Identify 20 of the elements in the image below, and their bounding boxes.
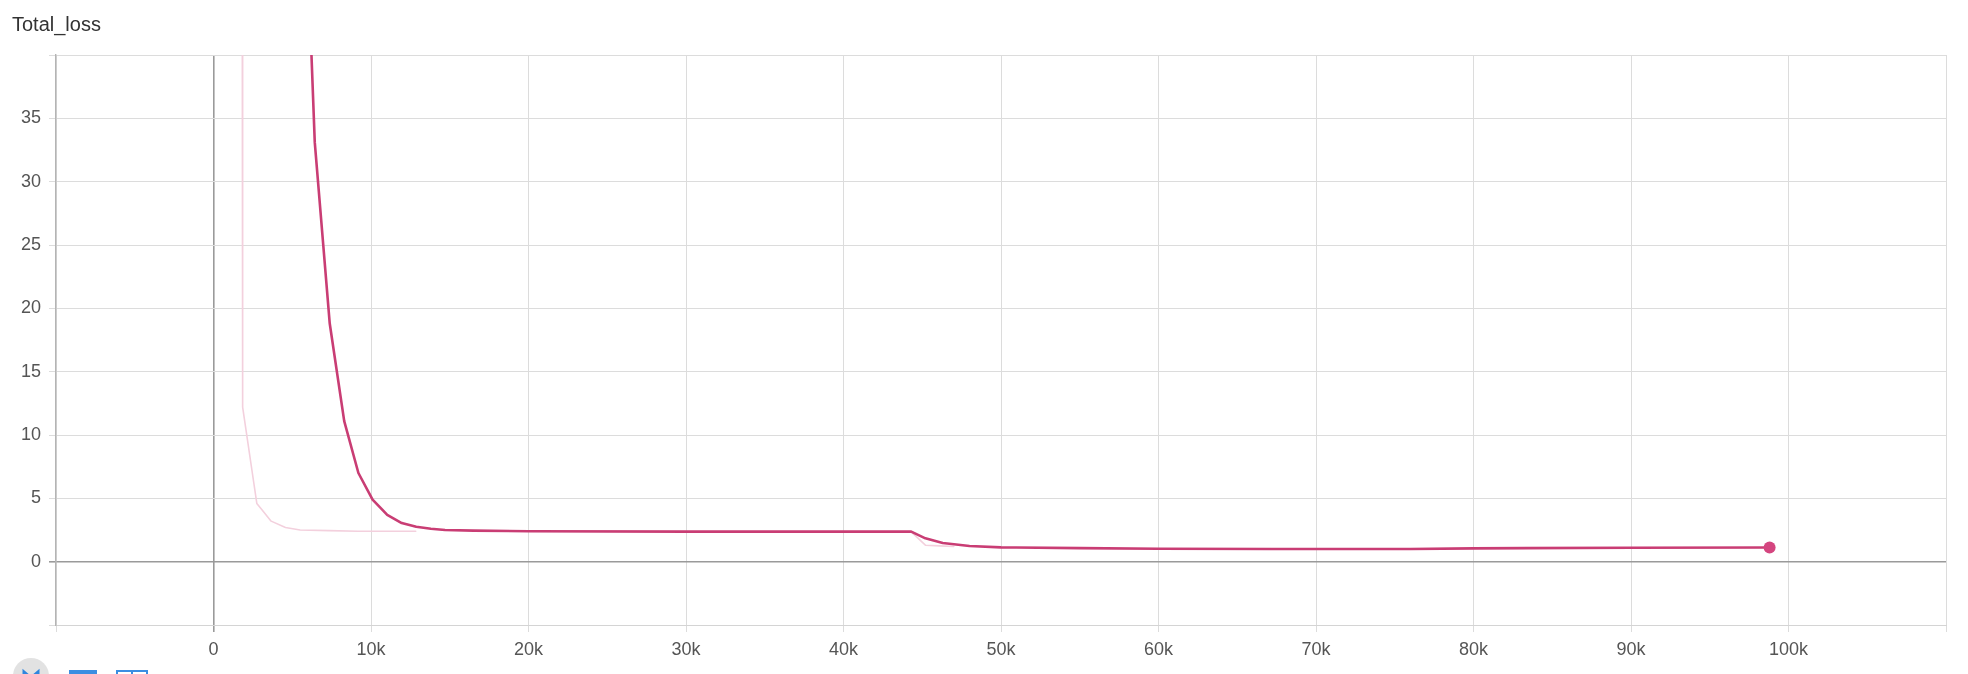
y-tick-label: 35 (20, 107, 41, 128)
y-tick-label: 5 (30, 487, 41, 508)
x-tick-label: 50k (986, 638, 1017, 659)
y-tick-label: 15 (20, 360, 41, 381)
chart-title: Total_loss (12, 13, 101, 36)
x-tick-label: 80k (1458, 638, 1490, 659)
x-tick-label: 20k (513, 638, 545, 659)
x-tick-label: 100k (1768, 638, 1810, 659)
x-tick-label: 30k (671, 638, 702, 659)
y-tick-label: 25 (20, 233, 41, 254)
x-tick-label: 10k (356, 638, 387, 659)
x-tick-label: 40k (828, 638, 860, 659)
x-tick-label: 90k (1616, 638, 1647, 659)
y-tick-label: 0 (30, 550, 41, 571)
y-tick-label: 10 (20, 423, 41, 444)
x-tick-label: 60k (1143, 638, 1175, 659)
x-tick-label: 0 (208, 638, 219, 659)
y-tick-label: 30 (20, 170, 41, 191)
y-tick-label: 20 (20, 297, 41, 318)
x-tick-label: 70k (1301, 638, 1332, 659)
